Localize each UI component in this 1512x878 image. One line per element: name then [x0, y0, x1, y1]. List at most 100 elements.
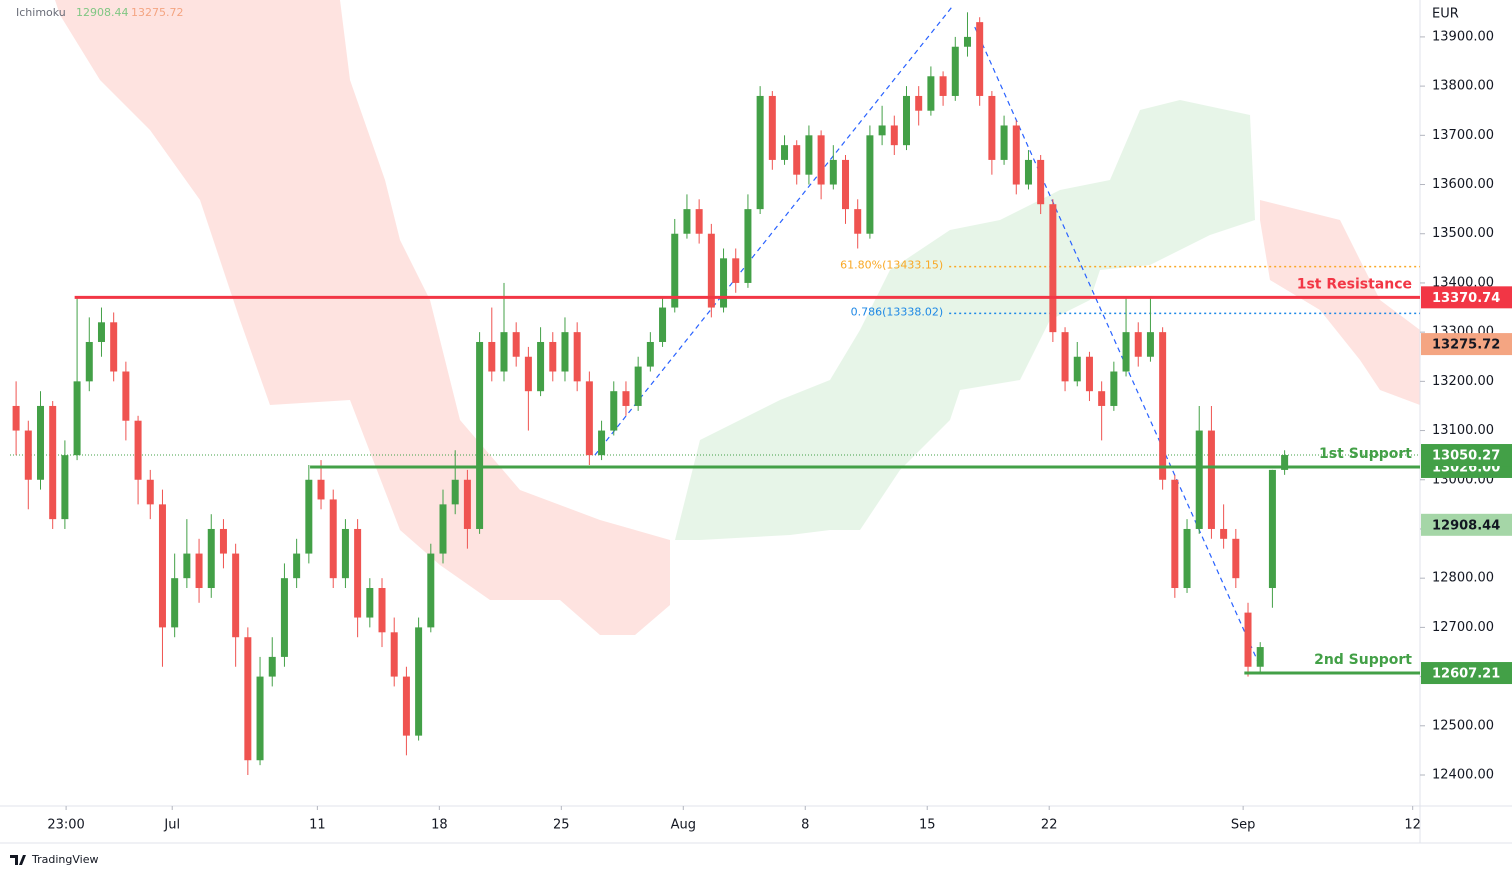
candle-body: [683, 209, 691, 234]
candle-body: [1268, 469, 1276, 589]
level-price-label-box: [1421, 286, 1512, 309]
indicator-value: 13275.72: [131, 6, 184, 19]
candle-body: [976, 22, 984, 96]
current-price-label: 13050.27: [1432, 449, 1500, 464]
candle-body: [463, 479, 471, 529]
candle-body: [854, 209, 862, 234]
candle-body: [146, 479, 154, 505]
level-name: 2nd Support: [1314, 652, 1412, 668]
candle-body: [842, 159, 850, 210]
candle-body: [427, 553, 435, 628]
candle-body: [1073, 356, 1081, 382]
y-tick-label: 12500.00: [1432, 718, 1494, 733]
candle-body: [732, 258, 740, 283]
x-tick-label: 18: [431, 818, 448, 833]
candle-body: [1220, 528, 1228, 539]
fib-label: 61.80%(13433.15): [840, 259, 943, 272]
candle-body: [988, 95, 996, 160]
indicator-name: Ichimoku: [16, 6, 66, 19]
candle-body: [1000, 125, 1008, 160]
candle-body: [122, 371, 130, 421]
indicator-value: 12908.44: [76, 6, 129, 19]
candle-body: [720, 258, 728, 308]
candle-body: [219, 528, 227, 554]
x-tick-label: Aug: [671, 818, 696, 833]
candle-body: [61, 455, 69, 520]
candle-body: [1232, 538, 1240, 579]
level-price-label: 13370.74: [1432, 291, 1500, 306]
currency: EUR: [1432, 7, 1459, 22]
x-tick-label: Sep: [1231, 818, 1256, 833]
indicator-price-label: 13275.72: [1432, 338, 1500, 353]
candle-body: [1244, 612, 1252, 667]
candle-body: [341, 528, 349, 579]
cloud-bullish: [675, 100, 1255, 540]
candle-body: [439, 504, 447, 554]
candle-body: [1085, 356, 1093, 392]
candle-body: [561, 332, 569, 372]
y-tick-label: 12400.00: [1432, 768, 1494, 783]
candle-body: [256, 676, 264, 761]
candle-body: [549, 341, 557, 372]
candle-body: [317, 479, 325, 500]
candle-body: [781, 145, 789, 160]
candle-body: [24, 430, 32, 480]
candle-body: [1122, 332, 1130, 372]
candle-body: [1171, 479, 1179, 589]
candle-body: [927, 76, 935, 111]
y-tick-label: 12800.00: [1432, 571, 1494, 586]
candle-body: [671, 233, 679, 308]
candle-body: [354, 528, 362, 618]
cloud-bearish: [1260, 200, 1420, 405]
ichimoku-cloud: [55, 0, 1420, 635]
fib-label: 0.786(13338.02): [851, 305, 944, 318]
candle-body: [793, 145, 801, 175]
candle-body: [36, 405, 44, 480]
brand-logo: TradingView: [10, 853, 98, 866]
candle-body: [707, 233, 715, 308]
candle-body: [1256, 647, 1264, 667]
candle-body: [85, 341, 93, 382]
candle-body: [171, 578, 179, 628]
candle-body: [268, 656, 276, 677]
candle-body: [1024, 159, 1032, 185]
candle-body: [280, 578, 288, 657]
candle-body: [158, 504, 166, 628]
logo-icon: [10, 855, 26, 865]
candle-body: [1110, 371, 1118, 406]
candle-body: [207, 528, 215, 589]
x-tick-label: 11: [309, 818, 326, 833]
indicator-price-label: 12908.44: [1432, 518, 1500, 533]
candle-body: [878, 125, 886, 136]
candle-body: [195, 553, 203, 589]
candle-body: [1061, 332, 1069, 382]
x-tick-label: 22: [1041, 818, 1058, 833]
candle-body: [951, 46, 959, 96]
candle-body: [488, 341, 496, 372]
candle-body: [1159, 332, 1167, 480]
candle-body: [415, 627, 423, 736]
candle-body: [659, 307, 667, 342]
trendline: [594, 7, 953, 456]
y-tick-label: 13100.00: [1432, 423, 1494, 438]
indicator-price-label-box: [1421, 513, 1512, 536]
candle-body: [756, 95, 764, 210]
candle-body: [805, 135, 813, 175]
candle-body: [134, 420, 142, 480]
candle-body: [183, 553, 191, 579]
candle-body: [1207, 430, 1215, 529]
candle-body: [97, 322, 105, 342]
candle-body: [573, 332, 581, 382]
level-price-label-box: [1421, 662, 1512, 685]
cloud-bearish: [55, 0, 670, 635]
y-tick-label: 13700.00: [1432, 128, 1494, 143]
candle-body: [1012, 125, 1020, 185]
candle-body: [695, 209, 703, 234]
candle-body: [524, 356, 532, 392]
x-tick-label: 25: [553, 818, 570, 833]
candle-body: [500, 332, 508, 372]
indicator-price-label-box: [1421, 333, 1512, 356]
candle-body: [366, 588, 374, 618]
candle-body: [890, 125, 898, 146]
